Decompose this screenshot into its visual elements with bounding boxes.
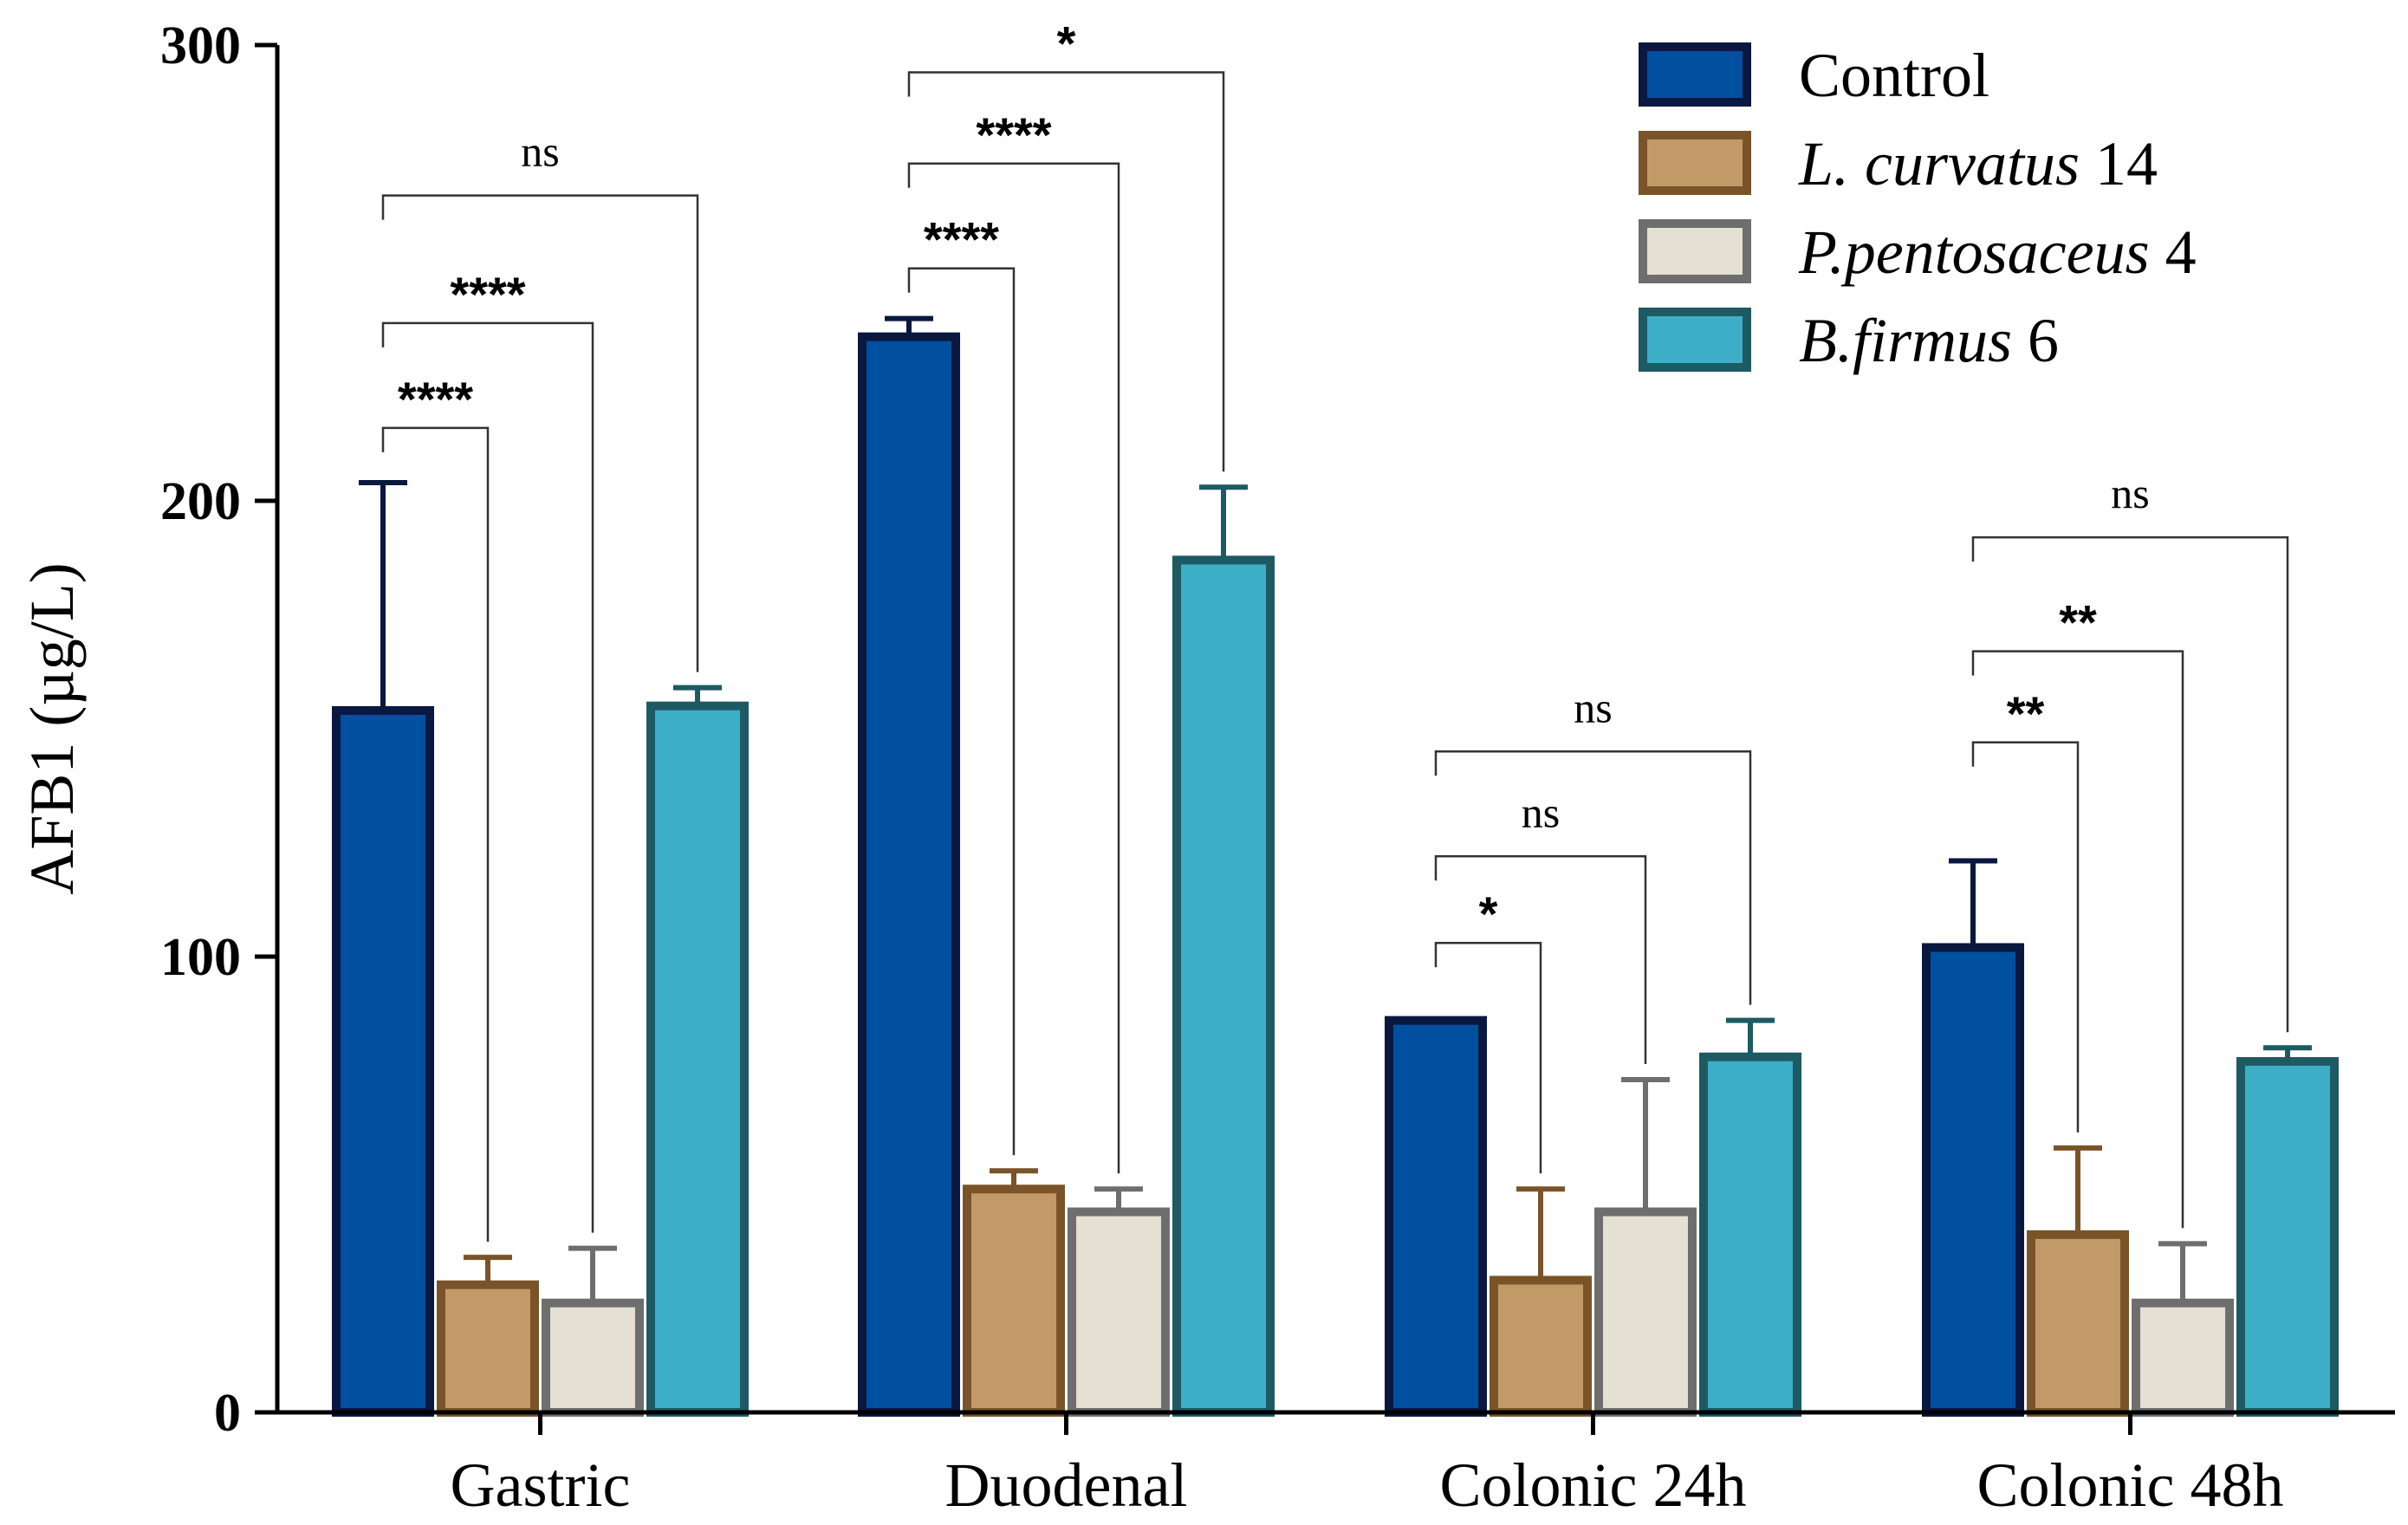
bar	[2027, 1230, 2129, 1417]
significance-bracket	[1434, 855, 1647, 1065]
bar	[963, 1184, 1065, 1417]
legend-swatch	[1639, 308, 1751, 372]
significance-label: ****	[924, 212, 999, 267]
bar	[1594, 1207, 1697, 1418]
significance-label: ns	[2111, 469, 2149, 517]
significance-bracket	[1971, 535, 2289, 1033]
bar	[2132, 1298, 2234, 1418]
bar	[542, 1298, 644, 1418]
legend-swatch	[1639, 42, 1751, 107]
significance-bracket	[381, 194, 699, 672]
significance-label: **	[2007, 686, 2045, 741]
axes-layer	[275, 45, 2395, 1415]
legend-swatch	[1639, 219, 1751, 283]
bar	[1385, 1016, 1487, 1417]
bar	[1490, 1275, 1592, 1417]
y-axis-label: AFB1 (µg/L)	[17, 562, 87, 894]
legend-label: L. curvatus 14	[1798, 129, 2158, 198]
significance-bracket	[907, 267, 1016, 1156]
y-tick-label: 100	[160, 928, 241, 987]
legend-swatch	[1639, 131, 1751, 195]
significance-label: ****	[450, 267, 525, 321]
bar	[1699, 1052, 1801, 1417]
bar	[1068, 1207, 1170, 1418]
significance-bracket	[381, 426, 490, 1243]
significance-label: ns	[521, 127, 559, 176]
legend: Control L. curvatus 14 P.pentosaceus 4 B.fi…	[1639, 41, 2197, 375]
bar	[1922, 943, 2024, 1417]
bar	[858, 332, 960, 1417]
x-tick-label: Gastric	[451, 1450, 631, 1520]
significance-bracket	[907, 162, 1120, 1174]
bar	[2236, 1056, 2339, 1417]
significance-label: ns	[1522, 788, 1560, 836]
legend-label: Control	[1799, 41, 1989, 110]
significance-bracket	[381, 321, 594, 1233]
significance-label: *	[1057, 16, 1076, 71]
bar	[646, 701, 749, 1417]
y-tick-label: 0	[214, 1384, 241, 1443]
significance-label: ****	[398, 372, 473, 426]
x-tick-label: Duodenal	[945, 1450, 1188, 1520]
significance-bracket	[1971, 741, 2080, 1132]
y-tick-label: 300	[160, 16, 241, 75]
significance-bracket	[1971, 650, 2184, 1229]
bar	[332, 705, 434, 1417]
significance-bracket	[1434, 941, 1542, 1174]
significance-bracket	[907, 71, 1225, 472]
legend-label: B.firmus 6	[1799, 306, 2059, 375]
significance-label: *	[1479, 886, 1498, 941]
significance-label: ****	[976, 107, 1051, 162]
bar	[1172, 555, 1275, 1417]
bars-layer	[332, 315, 2339, 1418]
significance-label: ns	[1574, 683, 1612, 731]
x-ticks: Gastric Duodenal Colonic 24h Colonic 48h	[451, 1412, 2284, 1520]
significance-bracket	[1434, 750, 1752, 1005]
x-tick-label: Colonic 24h	[1440, 1450, 1747, 1520]
bar	[437, 1280, 539, 1417]
y-tick-label: 200	[160, 472, 241, 531]
legend-label: P.pentosaceus 4	[1798, 217, 2197, 287]
significance-label: **	[2059, 595, 2097, 650]
y-ticks: 0 100 200 300	[160, 16, 277, 1443]
x-tick-label: Colonic 48h	[1977, 1450, 2284, 1520]
